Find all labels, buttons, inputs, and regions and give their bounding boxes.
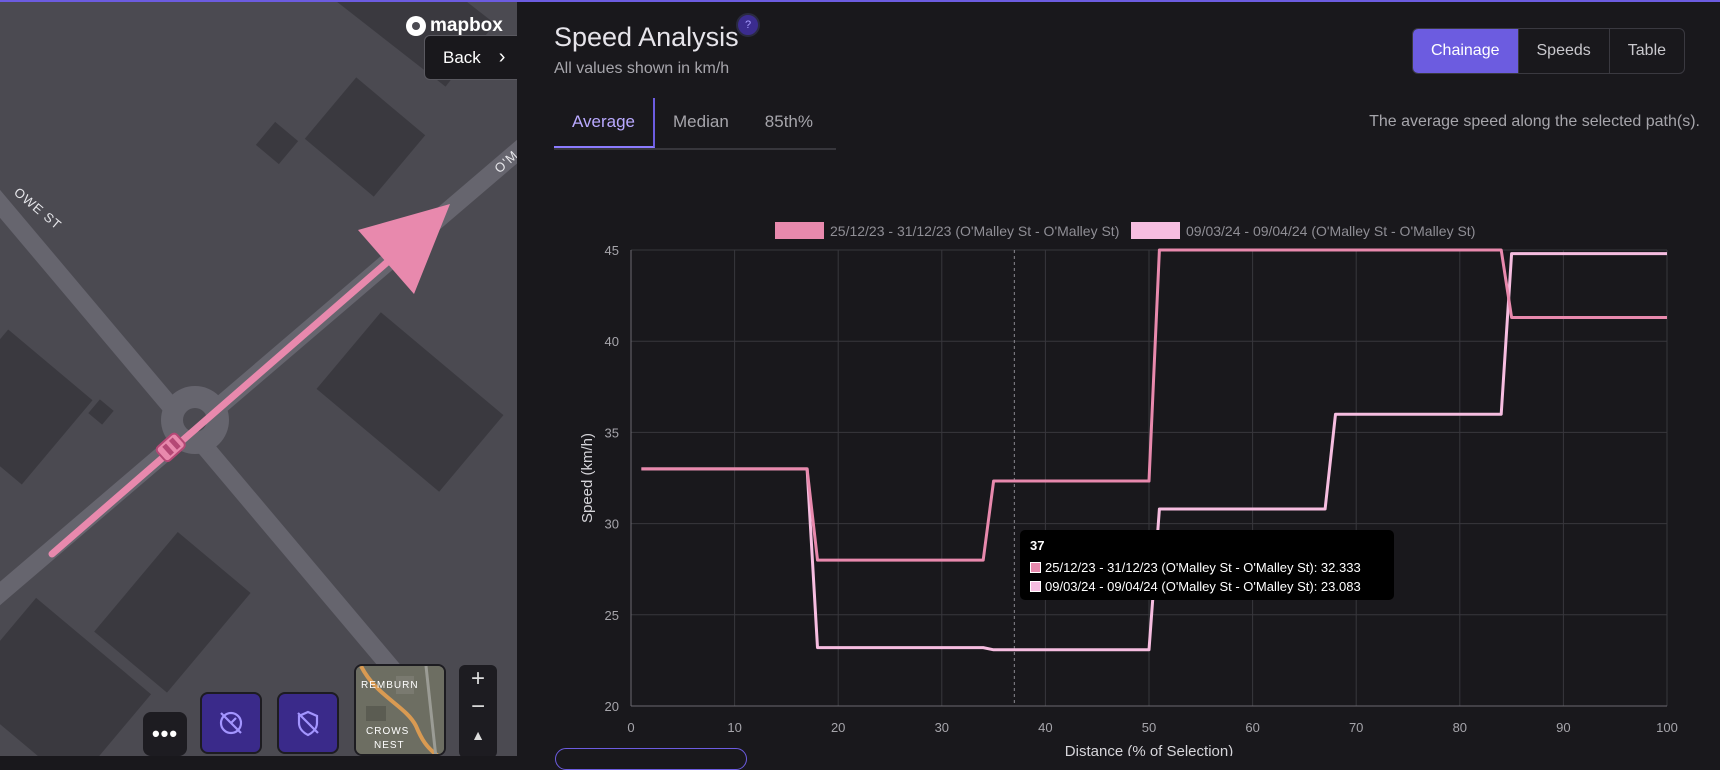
- tooltip-swatch: [1030, 581, 1041, 592]
- chevron-right-icon: ›: [498, 46, 506, 68]
- tab-average[interactable]: Average: [554, 98, 656, 148]
- tooltip-swatch: [1030, 562, 1041, 573]
- tooltip-row-text: 09/03/24 - 09/04/24 (O'Malley St - O'Mal…: [1045, 579, 1361, 594]
- direction-arrow-icon: [358, 204, 450, 294]
- bottom-action-button[interactable]: [555, 748, 747, 770]
- map-view[interactable]: OWE ST O'M mapbox Back › •••: [0, 2, 517, 756]
- more-options-button[interactable]: •••: [143, 712, 187, 756]
- tooltip-title: 37: [1030, 538, 1045, 553]
- map-canvas[interactable]: OWE ST O'M: [0, 2, 517, 756]
- building: [0, 597, 152, 756]
- help-icon[interactable]: ?: [736, 13, 760, 37]
- building: [316, 312, 504, 492]
- back-button-label: Back: [443, 47, 481, 67]
- top-accent-line: [0, 0, 1720, 2]
- statistic-description: The average speed along the selected pat…: [1369, 113, 1700, 130]
- zoom-in-button[interactable]: +: [470, 665, 485, 692]
- view-toggle: Chainage Speeds Table: [1412, 28, 1686, 74]
- view-table-button[interactable]: Table: [1608, 29, 1684, 73]
- tab-85th-percentile[interactable]: 85th%: [764, 112, 813, 131]
- zoom-controls: + − ▲: [459, 665, 497, 756]
- car-icon: [155, 432, 186, 463]
- tooltip-row: 09/03/24 - 09/04/24 (O'Malley St - O'Mal…: [1030, 579, 1361, 594]
- building: [88, 399, 114, 425]
- building: [255, 121, 299, 165]
- speedometer-off-icon: [219, 711, 243, 735]
- compass-button[interactable]: ▲: [471, 727, 485, 743]
- back-button[interactable]: Back ›: [424, 35, 517, 80]
- satellite-label: REMBURN: [361, 680, 419, 691]
- mapbox-logo-icon: [406, 16, 426, 36]
- satellite-label: NEST: [374, 740, 405, 751]
- speed-analysis-panel: Speed Analysis ? All values shown in km/…: [517, 2, 1720, 756]
- hide-speed-layer-button[interactable]: [200, 692, 262, 754]
- zoom-out-button[interactable]: −: [470, 693, 485, 720]
- mapbox-logo-text: mapbox: [430, 15, 503, 36]
- building: [304, 77, 426, 197]
- more-options-label: •••: [151, 721, 179, 746]
- shield-off-icon: [297, 710, 319, 737]
- satellite-label: CROWS: [366, 726, 410, 737]
- mapbox-logo: mapbox: [406, 15, 503, 37]
- tab-median[interactable]: Median: [673, 112, 729, 131]
- page-title: Speed Analysis: [554, 22, 739, 52]
- tooltip-row: 25/12/23 - 31/12/23 (O'Malley St - O'Mal…: [1030, 560, 1361, 575]
- view-chainage-button[interactable]: Chainage: [1413, 29, 1518, 73]
- page-subtitle: All values shown in km/h: [554, 60, 730, 77]
- satellite-layer-button[interactable]: REMBURN CROWS NEST: [354, 664, 446, 756]
- statistic-tabs: Average Median 85th%: [554, 98, 836, 150]
- building: [94, 531, 251, 693]
- chart-tooltip: 37 25/12/23 - 31/12/23 (O'Malley St - O'…: [1020, 530, 1394, 600]
- hide-safety-layer-button[interactable]: [277, 692, 339, 754]
- tooltip-row-text: 25/12/23 - 31/12/23 (O'Malley St - O'Mal…: [1045, 560, 1361, 575]
- building: [0, 329, 93, 485]
- view-speeds-button[interactable]: Speeds: [1517, 29, 1609, 73]
- satellite-thumbnail: [356, 666, 444, 754]
- selected-path: [48, 254, 396, 558]
